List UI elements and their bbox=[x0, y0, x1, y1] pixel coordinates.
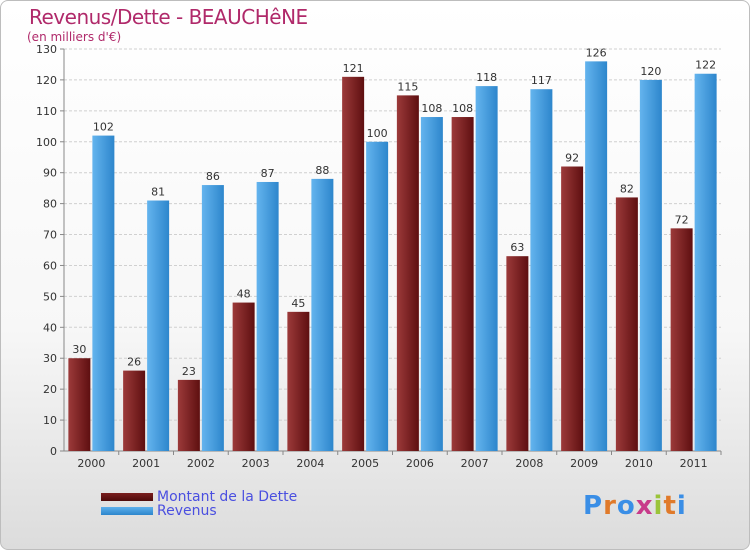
bar-debt bbox=[232, 302, 255, 451]
proxiti-logo: Proxiti bbox=[583, 491, 687, 521]
y-tick-label: 130 bbox=[36, 43, 57, 56]
x-tick-label: 2004 bbox=[296, 457, 324, 470]
data-label-revenus: 117 bbox=[531, 74, 552, 87]
data-label-debt: 48 bbox=[237, 288, 251, 301]
x-tick-label: 2002 bbox=[187, 457, 215, 470]
y-tick-label: 60 bbox=[43, 259, 57, 272]
bar-revenus bbox=[147, 200, 170, 451]
data-label-debt: 23 bbox=[182, 365, 196, 378]
y-tick-label: 120 bbox=[36, 74, 57, 87]
bar-debt bbox=[451, 117, 474, 452]
x-tick-label: 2011 bbox=[680, 457, 708, 470]
x-tick-label: 2010 bbox=[625, 457, 653, 470]
data-label-revenus: 118 bbox=[476, 71, 497, 84]
logo-letter: i bbox=[653, 491, 664, 521]
legend-swatch-revenus bbox=[101, 507, 153, 515]
data-label-debt: 121 bbox=[343, 62, 364, 75]
data-label-revenus: 88 bbox=[315, 164, 329, 177]
logo-letter: P bbox=[583, 491, 604, 521]
bar-chart: 0 10 20 30 40 50 60 70 80 90 100 110 120 130 30 102 26 8… bbox=[36, 43, 722, 470]
data-label-revenus: 81 bbox=[151, 186, 165, 199]
bar-revenus bbox=[639, 79, 662, 451]
legend-label-revenus: Revenus bbox=[157, 503, 217, 519]
y-tick-label: 10 bbox=[43, 414, 57, 427]
legend-item-debt: Montant de la Dette bbox=[101, 489, 297, 505]
x-axis-ticks: 2000 2001 2002 2003 2004 2005 2006 2007 2008 2009… bbox=[77, 451, 722, 470]
logo-letter: o bbox=[616, 491, 636, 521]
bar-debt bbox=[506, 256, 529, 451]
data-label-debt: 72 bbox=[675, 213, 689, 226]
data-label-revenus: 87 bbox=[261, 167, 275, 180]
y-tick-label: 90 bbox=[43, 167, 57, 180]
bar-debt bbox=[287, 311, 310, 451]
x-tick-label: 2007 bbox=[461, 457, 489, 470]
x-tick-label: 2001 bbox=[132, 457, 160, 470]
bar-debt bbox=[177, 379, 200, 451]
bar-revenus bbox=[256, 181, 279, 451]
logo-letter: i bbox=[676, 491, 687, 521]
bars bbox=[68, 61, 717, 452]
legend-label-debt: Montant de la Dette bbox=[157, 489, 298, 505]
chart-subtitle: (en milliers d'€) bbox=[27, 30, 122, 44]
bar-debt bbox=[561, 166, 584, 451]
x-tick-label: 2005 bbox=[351, 457, 379, 470]
bar-revenus bbox=[311, 178, 334, 451]
bar-debt bbox=[615, 197, 638, 451]
data-label-debt: 63 bbox=[510, 241, 524, 254]
data-label-revenus: 102 bbox=[93, 121, 114, 134]
legend-swatch-debt bbox=[101, 493, 153, 501]
x-tick-label: 2003 bbox=[242, 457, 270, 470]
y-tick-label: 110 bbox=[36, 105, 57, 118]
logo-letter: t bbox=[663, 491, 677, 521]
bar-debt bbox=[670, 228, 693, 451]
y-axis-ticks: 0 10 20 30 40 50 60 70 80 90 100 110 120 130 bbox=[36, 43, 57, 458]
y-tick-label: 20 bbox=[43, 383, 57, 396]
y-tick-label: 100 bbox=[36, 136, 57, 149]
bar-revenus bbox=[585, 61, 608, 451]
x-tick-label: 2009 bbox=[570, 457, 598, 470]
bar-revenus bbox=[475, 86, 498, 451]
data-label-debt: 115 bbox=[397, 80, 418, 93]
data-label-revenus: 86 bbox=[206, 170, 220, 183]
bar-revenus bbox=[694, 73, 717, 451]
y-tick-label: 40 bbox=[43, 321, 57, 334]
y-tick-label: 0 bbox=[50, 445, 57, 458]
y-tick-label: 70 bbox=[43, 229, 57, 242]
bar-revenus bbox=[530, 89, 553, 451]
bar-revenus bbox=[92, 135, 115, 452]
logo-letter: x bbox=[635, 491, 654, 521]
data-label-debt: 108 bbox=[452, 102, 473, 115]
bar-debt bbox=[68, 358, 91, 451]
data-label-revenus: 108 bbox=[421, 102, 442, 115]
x-tick-label: 2000 bbox=[77, 457, 105, 470]
x-tick-label: 2006 bbox=[406, 457, 434, 470]
y-tick-label: 30 bbox=[43, 352, 57, 365]
y-tick-label: 80 bbox=[43, 198, 57, 211]
data-label-revenus: 120 bbox=[640, 65, 661, 78]
bar-debt bbox=[123, 370, 146, 451]
legend-item-revenus: Revenus bbox=[101, 503, 217, 519]
bar-debt bbox=[396, 95, 419, 451]
data-label-revenus: 100 bbox=[367, 127, 388, 140]
data-label-revenus: 122 bbox=[695, 59, 716, 72]
data-label-debt: 30 bbox=[72, 343, 86, 356]
logo-letter: r bbox=[603, 491, 617, 521]
chart-title: Revenus/Dette - BEAUCHêNE bbox=[29, 5, 308, 29]
data-label-debt: 82 bbox=[620, 182, 634, 195]
bar-revenus bbox=[201, 185, 224, 452]
y-tick-label: 50 bbox=[43, 290, 57, 303]
bar-revenus bbox=[366, 141, 389, 451]
bar-revenus bbox=[420, 117, 443, 452]
data-label-debt: 26 bbox=[127, 356, 141, 369]
data-label-debt: 45 bbox=[291, 297, 305, 310]
data-label-debt: 92 bbox=[565, 152, 579, 165]
bar-debt bbox=[342, 76, 365, 451]
x-tick-label: 2008 bbox=[515, 457, 543, 470]
data-label-revenus: 126 bbox=[586, 46, 607, 59]
